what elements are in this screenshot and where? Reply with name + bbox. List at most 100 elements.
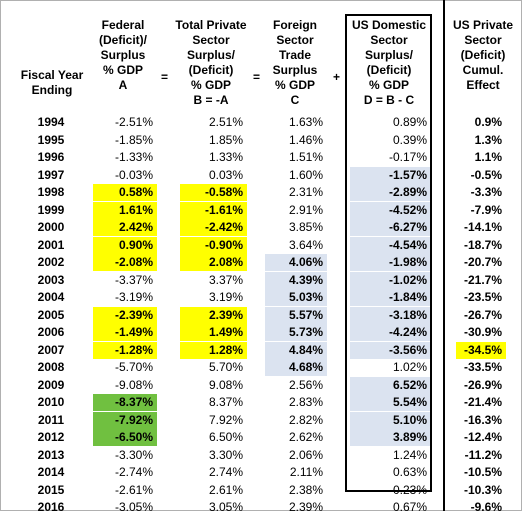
equals-operator-1: = (161, 70, 169, 84)
cell-year: 2013 (37, 447, 65, 462)
cell-b: 2.61% (208, 482, 243, 497)
cell-a: -5.70% (114, 360, 153, 374)
cell-a: -3.37% (114, 272, 153, 287)
cell-b: 3.19% (208, 290, 243, 304)
cell-b: 9.08% (208, 377, 243, 392)
cell-c: 5.73% (265, 324, 327, 341)
header-domestic-sector: US Domestic Sector Surplus/ (Deficit) % … (351, 18, 427, 107)
cell-e: 0.9% (474, 115, 502, 129)
cell-b: -2.42% (180, 219, 247, 236)
table-row: 2007 -1.28% 1.28% 4.84% -3.56% -34.5% (0, 341, 522, 360)
cell-b: -0.90% (180, 236, 247, 254)
table-row: 2005 -2.39% 2.39% 5.57% -3.18% -26.7% (0, 306, 522, 325)
cell-e: -20.7% (463, 255, 502, 269)
cell-c: 3.64% (288, 237, 323, 252)
cell-d: 6.52% (350, 376, 431, 394)
cell-year: 2015 (37, 482, 65, 497)
cell-e: -0.5% (470, 167, 502, 182)
cell-e: -12.4% (463, 430, 502, 444)
cell-d: -3.18% (350, 306, 431, 324)
cell-e: -10.3% (463, 482, 502, 497)
cell-e: -3.3% (470, 185, 502, 199)
cell-e: -26.9% (463, 377, 502, 392)
header-foreign-sector: Foreign Sector Trade Surplus % GDP C (272, 18, 318, 107)
cell-c: 2.38% (288, 482, 323, 497)
table-row: 1996 -1.33% 1.33% 1.51% -0.17% 1.1% (0, 149, 522, 167)
cell-year: 2006 (37, 325, 65, 339)
cell-e: -18.7% (463, 237, 502, 252)
cell-a: -1.49% (93, 324, 157, 341)
cumulative-divider (443, 0, 445, 511)
cell-a: -3.30% (114, 447, 153, 462)
plus-operator: + (333, 70, 341, 84)
table-row: 1998 0.58% -0.58% 2.31% -2.89% -3.3% (0, 184, 522, 202)
cell-year: 2016 (37, 500, 65, 514)
cell-b: 2.74% (208, 465, 243, 479)
table-row: 2013 -3.30% 3.30% 2.06% 1.24% -11.2% (0, 447, 522, 465)
cell-year: 2009 (37, 377, 65, 392)
cell-c: 2.39% (288, 500, 323, 514)
cell-e: -9.6% (470, 500, 502, 514)
cell-year: 1997 (37, 167, 65, 182)
table-row: 2008 -5.70% 5.70% 4.68% 1.02% -33.5% (0, 359, 522, 377)
cell-year: 2008 (37, 360, 65, 374)
cell-d: -2.89% (350, 184, 431, 201)
cell-e: -16.3% (463, 412, 502, 427)
cell-e: -26.7% (463, 307, 502, 322)
cell-b: 1.33% (208, 150, 243, 164)
cell-c: 4.84% (265, 341, 327, 359)
cell-a: -7.92% (93, 411, 157, 429)
cell-c: 1.60% (288, 167, 323, 182)
cell-year: 2007 (37, 342, 65, 357)
cell-year: 2011 (37, 412, 65, 427)
cell-a: -2.61% (114, 482, 153, 497)
cell-e: -7.9% (470, 202, 502, 217)
cell-c: 2.83% (288, 395, 323, 409)
cell-d: -1.84% (350, 289, 431, 306)
cell-e: -21.7% (463, 272, 502, 287)
cell-e: -34.5% (456, 341, 506, 359)
cell-c: 4.39% (265, 271, 327, 289)
header-federal: Federal (Deficit)/ Surplus % GDP A (99, 18, 147, 92)
cell-b: -0.58% (180, 184, 247, 201)
cell-d: 0.67% (392, 500, 427, 514)
cell-year: 2012 (37, 430, 65, 444)
cell-year: 2002 (37, 255, 65, 269)
cell-d: 1.02% (392, 360, 427, 374)
cell-e: -21.4% (463, 395, 502, 409)
cell-year: 1996 (37, 150, 65, 164)
cell-c: 2.91% (288, 202, 323, 217)
cell-c: 1.63% (288, 115, 323, 129)
cell-a: -2.74% (114, 465, 153, 479)
cell-e: 1.3% (474, 132, 502, 147)
cell-a: 0.90% (93, 236, 157, 254)
table-row: 2012 -6.50% 6.50% 2.62% 3.89% -12.4% (0, 429, 522, 447)
table-row: 2010 -8.37% 8.37% 2.83% 5.54% -21.4% (0, 394, 522, 412)
cell-c: 2.82% (288, 412, 323, 427)
cell-e: -33.5% (463, 360, 502, 374)
header-fiscal-year: Fiscal Year Ending (20, 68, 84, 97)
cell-a: -1.28% (93, 341, 157, 359)
table-row: 1997 -0.03% 0.03% 1.60% -1.57% -0.5% (0, 166, 522, 185)
cell-b: 7.92% (208, 412, 243, 427)
cell-year: 1995 (37, 132, 65, 147)
cell-c: 1.51% (288, 150, 323, 164)
cell-c: 2.62% (288, 430, 323, 444)
cell-d: -4.54% (350, 236, 431, 254)
cell-c: 2.11% (289, 465, 323, 479)
cell-d: -0.17% (388, 150, 427, 164)
cell-d: -4.52% (350, 201, 431, 219)
cell-b: 1.85% (208, 132, 243, 147)
cell-d: 0.89% (392, 115, 427, 129)
cell-e: -23.5% (463, 290, 502, 304)
cell-e: -10.5% (463, 465, 502, 479)
table-row: 2011 -7.92% 7.92% 2.82% 5.10% -16.3% (0, 411, 522, 430)
table-row: 2006 -1.49% 1.49% 5.73% -4.24% -30.9% (0, 324, 522, 342)
cell-e: 1.1% (474, 150, 502, 164)
cell-b: 3.05% (208, 500, 243, 514)
cell-d: 3.89% (350, 429, 431, 446)
cell-a: -9.08% (114, 377, 153, 392)
cell-a: 2.42% (93, 219, 157, 236)
header-cumulative-effect: US Private Sector (Deficit) Cumul. Effec… (452, 18, 514, 92)
cell-d: -6.27% (350, 219, 431, 236)
